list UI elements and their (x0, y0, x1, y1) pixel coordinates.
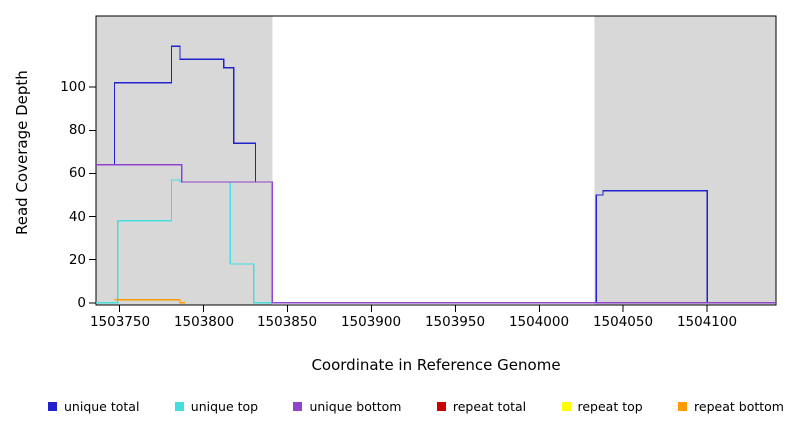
x-tick-label: 1504100 (676, 314, 738, 330)
y-tick-label: 80 (68, 122, 86, 138)
legend-swatch-unique-total (48, 402, 57, 411)
x-axis-title: Coordinate in Reference Genome (311, 356, 561, 374)
legend-swatch-repeat-total (436, 402, 446, 411)
legend-swatch-unique-bottom (293, 402, 303, 411)
legend-item-repeat-bottom: repeat bottom (678, 399, 784, 414)
legend-item-repeat-top: repeat top (561, 399, 643, 414)
y-axis-title: Read Coverage Depth (13, 70, 31, 235)
legend-item-unique-total: unique total (48, 399, 139, 414)
legend-item-unique-bottom: unique bottom (293, 399, 402, 414)
legend-label-repeat-total: repeat total (452, 399, 527, 414)
legend-label-repeat-bottom: repeat bottom (694, 399, 784, 414)
y-tick-label: 60 (68, 165, 86, 181)
legend-item-unique-top: unique top (174, 399, 259, 414)
legend-label-unique-total: unique total (64, 399, 140, 414)
legend-swatch-repeat-bottom (678, 402, 688, 411)
x-tick-label: 1503850 (256, 314, 318, 330)
legend-item-repeat-total: repeat total (436, 399, 527, 414)
legend-swatch-unique-top (174, 402, 184, 411)
x-tick-label: 1503750 (89, 314, 151, 330)
y-tick-label: 20 (68, 252, 86, 268)
legend-swatch-repeat-top (561, 402, 571, 411)
y-tick-label: 100 (60, 79, 86, 95)
x-tick-label: 1504000 (508, 314, 570, 330)
legend: unique total unique top unique bottom re… (48, 399, 784, 414)
x-tick-label: 1503800 (173, 314, 235, 330)
y-tick-label: 0 (77, 295, 86, 311)
legend-label-unique-bottom: unique bottom (309, 399, 402, 414)
y-tick-label: 40 (68, 209, 86, 225)
x-tick-label: 1503900 (340, 314, 402, 330)
x-tick-label: 1503950 (424, 314, 486, 330)
legend-label-repeat-top: repeat top (577, 399, 643, 414)
x-tick-label: 1504050 (592, 314, 654, 330)
legend-label-unique-top: unique top (190, 399, 259, 414)
